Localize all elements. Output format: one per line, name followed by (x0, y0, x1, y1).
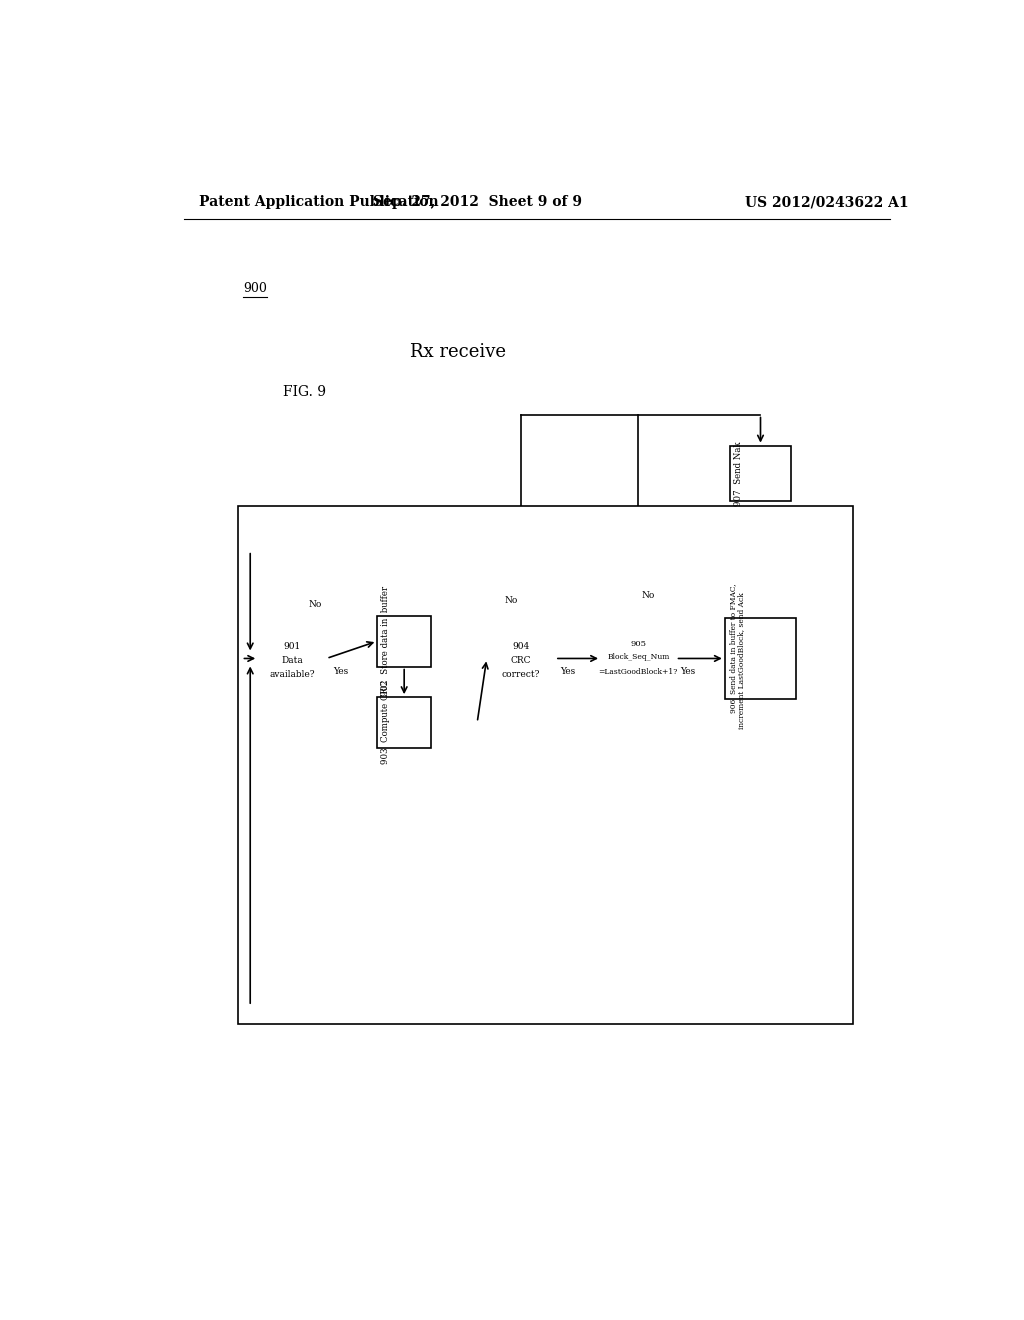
Text: No: No (505, 597, 518, 605)
Bar (725, 618, 797, 700)
Text: Data: Data (282, 656, 303, 665)
Text: 905: 905 (631, 640, 646, 648)
Bar (729, 446, 792, 502)
Text: =LastGoodBlock+1?: =LastGoodBlock+1? (599, 668, 678, 676)
Text: 906  Send data in buffer to FMAC,: 906 Send data in buffer to FMAC, (729, 583, 736, 713)
Bar (377, 615, 431, 667)
Text: CRC: CRC (511, 656, 531, 665)
Text: available?: available? (269, 671, 315, 680)
Text: 900: 900 (243, 282, 267, 294)
Text: Yes: Yes (680, 667, 695, 676)
Text: No: No (308, 601, 322, 609)
Text: 901: 901 (284, 642, 301, 651)
Text: Patent Application Publication: Patent Application Publication (200, 195, 439, 209)
Text: correct?: correct? (502, 671, 540, 680)
Text: 907  Send Nak: 907 Send Nak (733, 441, 742, 506)
Bar (377, 697, 431, 748)
Text: FIG. 9: FIG. 9 (283, 385, 326, 399)
Text: Block_Seq_Num: Block_Seq_Num (607, 653, 670, 661)
Text: Yes: Yes (333, 667, 348, 676)
Text: Sep. 27, 2012  Sheet 9 of 9: Sep. 27, 2012 Sheet 9 of 9 (373, 195, 582, 209)
Text: 904: 904 (512, 642, 529, 651)
Text: Yes: Yes (560, 667, 574, 676)
Text: 902  Store data in  buffer: 902 Store data in buffer (381, 586, 390, 696)
Text: 903  Compute CRC: 903 Compute CRC (381, 681, 390, 764)
Text: No: No (641, 591, 654, 601)
Text: US 2012/0243622 A1: US 2012/0243622 A1 (744, 195, 908, 209)
Text: Rx receive: Rx receive (410, 342, 506, 360)
Text: increment LastGoodBlock, send Ack: increment LastGoodBlock, send Ack (737, 593, 745, 729)
Bar (238, 506, 853, 1024)
